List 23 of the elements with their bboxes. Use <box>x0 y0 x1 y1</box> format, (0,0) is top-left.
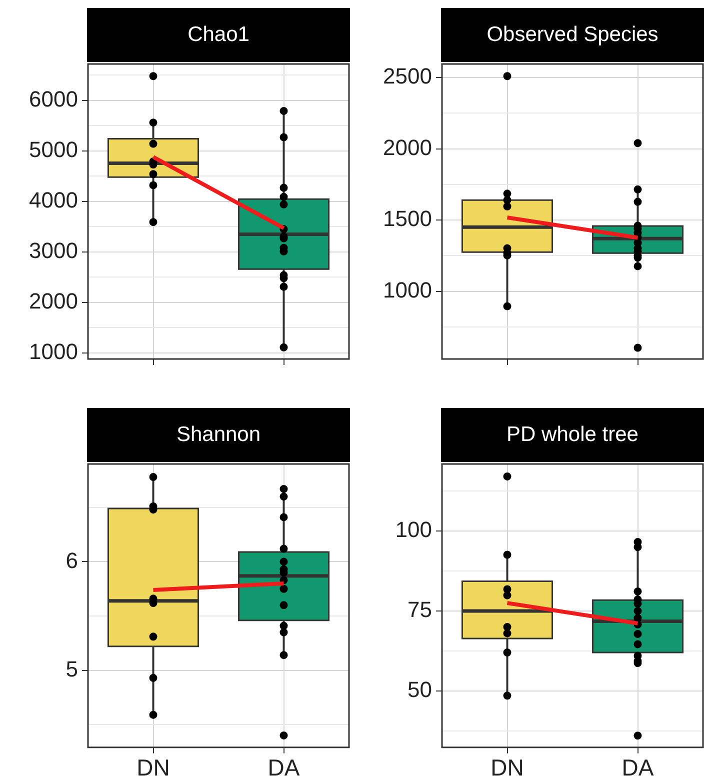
y-tick-label: 4000 <box>29 187 78 212</box>
y-tick-label: 5000 <box>29 136 78 162</box>
y-tick-label: 2500 <box>383 64 432 89</box>
x-tick-label: DN <box>490 754 524 781</box>
chart-title: Chao1 <box>188 22 250 46</box>
chart-title: Observed Species <box>486 22 658 46</box>
y-tick-label: 75 <box>408 597 432 622</box>
y-tick-label: 1500 <box>383 206 432 232</box>
y-tick-label: 1000 <box>29 339 78 364</box>
y-tick-label: 6000 <box>29 86 78 112</box>
y-tick-label: 100 <box>395 517 432 542</box>
y-tick-label: 1000 <box>383 277 432 302</box>
x-tick-label: DA <box>268 754 300 781</box>
chart-title: PD whole tree <box>506 422 638 446</box>
y-tick-label: 5 <box>66 656 78 682</box>
x-tick-label: DN <box>136 754 170 781</box>
x-tick-label: DA <box>622 754 654 781</box>
chart-title: Shannon <box>176 422 261 446</box>
y-tick-label: 2000 <box>29 288 78 314</box>
y-tick-label: 6 <box>66 548 78 573</box>
y-tick-label: 3000 <box>29 238 78 263</box>
y-tick-label: 2000 <box>383 134 432 160</box>
y-tick-label: 50 <box>408 676 432 702</box>
